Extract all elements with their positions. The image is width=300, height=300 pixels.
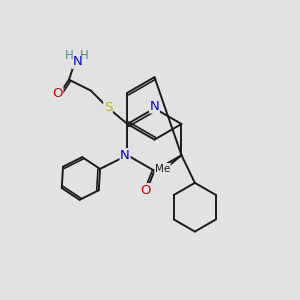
Text: N: N	[150, 100, 159, 113]
Text: Me: Me	[155, 164, 170, 173]
Text: N: N	[72, 55, 82, 68]
Text: O: O	[52, 87, 63, 100]
Text: H: H	[65, 49, 74, 62]
Text: H: H	[80, 49, 88, 62]
Text: O: O	[140, 184, 151, 197]
Text: S: S	[104, 101, 112, 114]
Text: N: N	[120, 149, 130, 162]
